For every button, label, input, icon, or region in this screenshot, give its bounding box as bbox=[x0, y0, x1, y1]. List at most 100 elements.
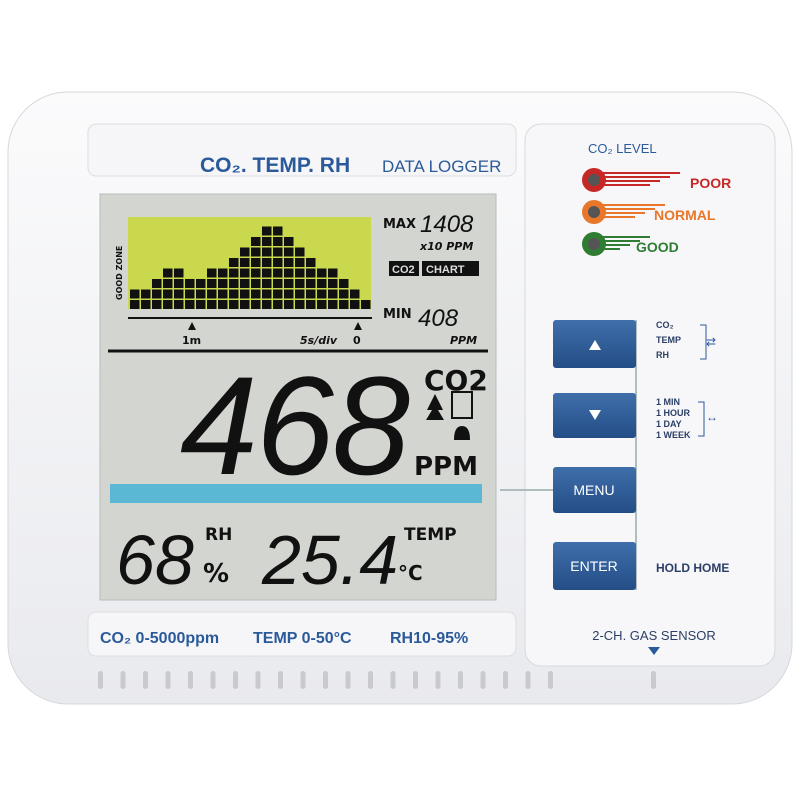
block bbox=[306, 289, 316, 299]
block bbox=[273, 237, 283, 246]
chart-column bbox=[207, 268, 217, 309]
block bbox=[350, 300, 360, 309]
block bbox=[251, 279, 261, 288]
rh-label: RH bbox=[205, 525, 232, 545]
block bbox=[339, 300, 349, 309]
vent bbox=[143, 671, 148, 689]
block bbox=[284, 300, 294, 309]
block bbox=[306, 268, 316, 278]
vent bbox=[165, 671, 171, 689]
block bbox=[130, 289, 140, 299]
option-brackets bbox=[698, 324, 707, 437]
enter-button[interactable] bbox=[553, 542, 636, 590]
block bbox=[240, 300, 250, 309]
block bbox=[218, 300, 228, 309]
block bbox=[328, 279, 338, 288]
block bbox=[196, 279, 206, 288]
block bbox=[273, 300, 283, 309]
tree-icon bbox=[426, 394, 444, 420]
chart-column bbox=[317, 268, 327, 309]
block bbox=[152, 289, 162, 299]
level-dot-inner bbox=[588, 174, 600, 186]
rh-value: 68 bbox=[116, 521, 194, 599]
co2-value: 468 bbox=[180, 347, 410, 504]
block bbox=[273, 279, 283, 288]
block bbox=[163, 268, 173, 278]
block bbox=[240, 247, 250, 257]
vent bbox=[255, 671, 261, 689]
block bbox=[317, 268, 327, 278]
level-label: NORMAL bbox=[654, 207, 716, 223]
chart-column bbox=[130, 289, 140, 309]
level-title: CO₂ LEVEL bbox=[588, 141, 657, 156]
block bbox=[240, 289, 250, 299]
vent bbox=[435, 671, 441, 689]
block bbox=[317, 279, 327, 288]
block bbox=[295, 289, 305, 299]
person-icon bbox=[451, 391, 473, 419]
vent bbox=[188, 671, 193, 689]
vent bbox=[98, 671, 103, 689]
level-label: GOOD bbox=[636, 239, 679, 255]
control-panel bbox=[524, 123, 776, 667]
block bbox=[163, 279, 173, 288]
block bbox=[361, 300, 371, 309]
max-label: MAX bbox=[383, 217, 416, 232]
sensor-marker bbox=[648, 647, 660, 655]
block bbox=[229, 268, 239, 278]
block bbox=[295, 268, 305, 278]
button-label: ENTER bbox=[570, 558, 617, 574]
block bbox=[328, 289, 338, 299]
option: 1 WEEK bbox=[656, 430, 691, 440]
spec: RH10-95% bbox=[390, 630, 468, 647]
block bbox=[163, 300, 173, 309]
vents bbox=[98, 671, 656, 689]
temp-label: TEMP bbox=[404, 525, 457, 545]
up-arrow bbox=[589, 340, 601, 350]
block bbox=[306, 258, 316, 267]
axis-label: 5s/div bbox=[300, 334, 338, 347]
vent bbox=[651, 671, 656, 689]
chart-column bbox=[218, 268, 228, 309]
block bbox=[130, 300, 140, 309]
chart-column bbox=[350, 289, 360, 309]
chart-column bbox=[251, 237, 261, 309]
max-value: 1408 bbox=[420, 211, 474, 238]
vent bbox=[120, 671, 126, 689]
vent bbox=[323, 671, 328, 689]
block bbox=[262, 258, 272, 267]
status-bar bbox=[110, 484, 482, 503]
sensor-label: 2-CH. GAS SENSOR bbox=[592, 628, 716, 643]
block bbox=[240, 268, 250, 278]
chart-column bbox=[262, 226, 272, 309]
vent bbox=[368, 671, 373, 689]
block bbox=[306, 300, 316, 309]
menu-button[interactable] bbox=[553, 467, 636, 513]
vent bbox=[480, 671, 486, 689]
block bbox=[339, 289, 349, 299]
block bbox=[240, 258, 250, 267]
block bbox=[207, 268, 217, 278]
block bbox=[251, 247, 261, 257]
chart-column bbox=[141, 289, 151, 309]
block bbox=[251, 268, 261, 278]
block bbox=[328, 268, 338, 278]
block bbox=[350, 289, 360, 299]
option: 1 MIN bbox=[656, 397, 680, 407]
vent bbox=[300, 671, 306, 689]
block bbox=[229, 300, 239, 309]
vent bbox=[233, 671, 238, 689]
min-unit: PPM bbox=[450, 334, 477, 347]
block bbox=[196, 289, 206, 299]
block bbox=[273, 226, 283, 236]
vent bbox=[525, 671, 531, 689]
block bbox=[207, 289, 217, 299]
option: 1 HOUR bbox=[656, 408, 691, 418]
block bbox=[141, 300, 151, 309]
min-value: 408 bbox=[418, 305, 459, 332]
max-unit: x10 PPM bbox=[419, 240, 473, 253]
block bbox=[295, 279, 305, 288]
down-arrow bbox=[589, 410, 601, 420]
